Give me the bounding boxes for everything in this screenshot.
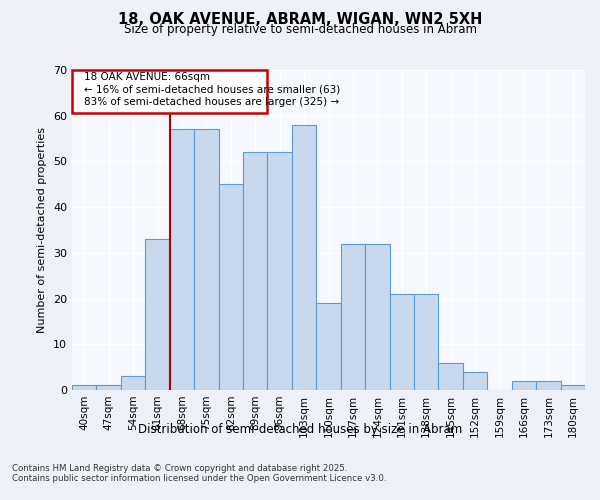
Bar [512,381,536,390]
Bar [72,386,97,390]
Bar [145,239,170,390]
Bar [292,125,316,390]
Text: Size of property relative to semi-detached houses in Abram: Size of property relative to semi-detach… [124,22,476,36]
Text: Contains public sector information licensed under the Open Government Licence v3: Contains public sector information licen… [12,474,386,483]
Bar [463,372,487,390]
Bar [389,294,414,390]
Bar [268,152,292,390]
Text: ← 16% of semi-detached houses are smaller (63): ← 16% of semi-detached houses are smalle… [84,84,340,94]
Y-axis label: Number of semi-detached properties: Number of semi-detached properties [37,127,47,333]
Bar [121,376,145,390]
FancyBboxPatch shape [73,70,266,114]
Text: 18 OAK AVENUE: 66sqm: 18 OAK AVENUE: 66sqm [84,72,210,83]
Bar [218,184,243,390]
Bar [536,381,560,390]
Bar [341,244,365,390]
Bar [560,386,585,390]
Bar [194,130,218,390]
Bar [439,362,463,390]
Bar [414,294,439,390]
Bar [316,303,341,390]
Text: 18, OAK AVENUE, ABRAM, WIGAN, WN2 5XH: 18, OAK AVENUE, ABRAM, WIGAN, WN2 5XH [118,12,482,28]
Text: 83% of semi-detached houses are larger (325) →: 83% of semi-detached houses are larger (… [84,98,340,108]
Bar [97,386,121,390]
Bar [170,130,194,390]
Text: Contains HM Land Registry data © Crown copyright and database right 2025.: Contains HM Land Registry data © Crown c… [12,464,347,473]
Bar [243,152,268,390]
Bar [365,244,389,390]
Text: Distribution of semi-detached houses by size in Abram: Distribution of semi-detached houses by … [138,422,462,436]
